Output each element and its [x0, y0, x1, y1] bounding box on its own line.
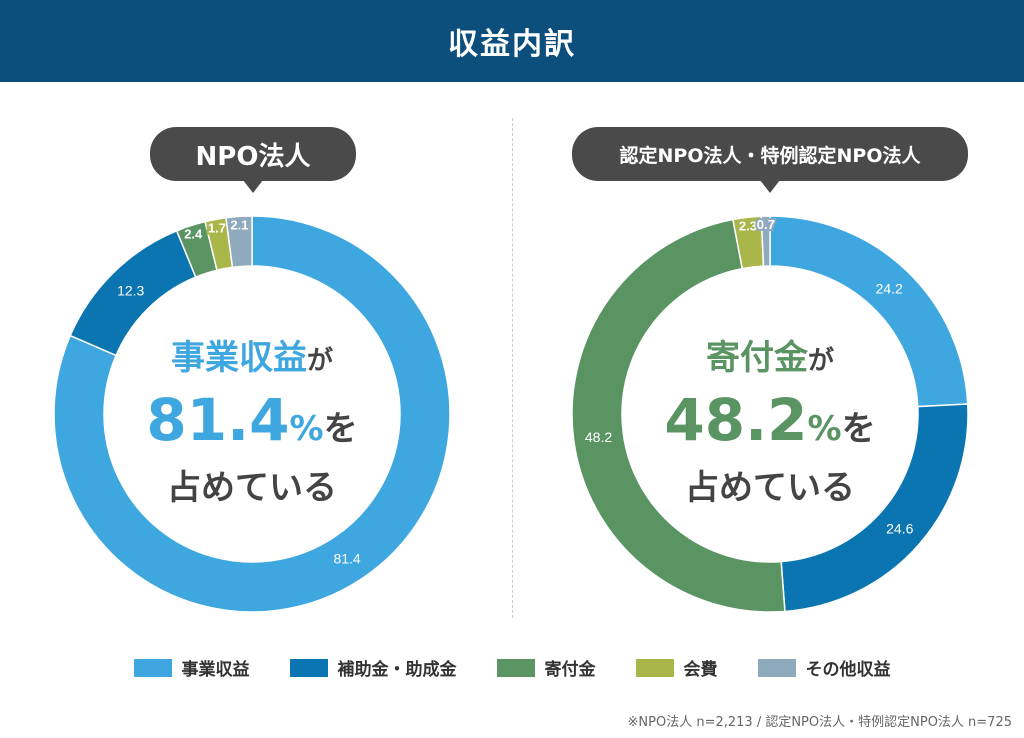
donut-segment	[53, 215, 451, 613]
center-unit: %	[807, 409, 842, 449]
legend-swatch	[757, 658, 796, 677]
legend-item: 寄付金	[496, 655, 596, 680]
center-line3: 占めている	[167, 468, 337, 508]
data-label: 48.2	[585, 429, 612, 445]
legend-item: その他収益	[757, 655, 891, 680]
legend-label: 会費	[683, 660, 718, 680]
legend-item: 会費	[635, 655, 718, 680]
center-unit: %	[289, 409, 324, 449]
center-line3: 占めている	[685, 468, 855, 508]
center-value-suffix: を	[323, 409, 358, 449]
legend-label: 補助金・助成金	[337, 660, 457, 680]
data-label: 0.7	[757, 217, 775, 232]
center-category: 寄付金	[705, 338, 808, 378]
legend-swatch	[635, 658, 674, 677]
divider	[512, 118, 513, 618]
center-value: 48.2	[664, 386, 808, 454]
footnote: ※NPO法人 n=2,213 / 認定NPO法人・特例認定NPO法人 n=725	[627, 715, 1012, 730]
center-value: 81.4	[146, 386, 290, 454]
center-category: 事業収益	[170, 338, 307, 378]
chart-title-nintei: 認定NPO法人・特例認定NPO法人	[572, 127, 968, 193]
data-label: 12.3	[117, 283, 144, 299]
center-value-suffix: を	[841, 409, 876, 449]
data-label: 2.4	[184, 226, 203, 241]
center-text-nintei: 寄付金が 48.2%を 占めている	[620, 332, 920, 514]
center-text-npo: 事業収益が 81.4%を 占めている	[102, 332, 402, 514]
center-suffix: が	[306, 346, 333, 376]
legend-item: 事業収益	[133, 655, 250, 680]
donut-segment	[571, 218, 786, 613]
legend-swatch	[496, 658, 535, 677]
data-label: 1.7	[208, 220, 226, 235]
data-label: 2.1	[230, 217, 248, 232]
data-label: 2.3	[739, 218, 757, 233]
legend-label: 寄付金	[544, 660, 596, 680]
data-label: 81.4	[333, 551, 360, 567]
center-suffix: が	[807, 346, 834, 376]
legend-swatch	[133, 658, 172, 677]
donut-segment	[225, 215, 253, 269]
legend-label: その他収益	[805, 660, 891, 680]
data-label: 24.6	[886, 520, 913, 536]
legend-item: 補助金・助成金	[289, 655, 457, 680]
legend-label: 事業収益	[181, 660, 250, 680]
donut-segment	[760, 215, 771, 267]
chart-title-npo: NPO法人	[150, 127, 356, 193]
page-title: 収益内訳	[0, 0, 1024, 82]
data-label: 24.2	[876, 281, 903, 297]
legend: 事業収益 補助金・助成金 寄付金 会費 その他収益	[0, 655, 1024, 680]
legend-swatch	[289, 658, 328, 677]
